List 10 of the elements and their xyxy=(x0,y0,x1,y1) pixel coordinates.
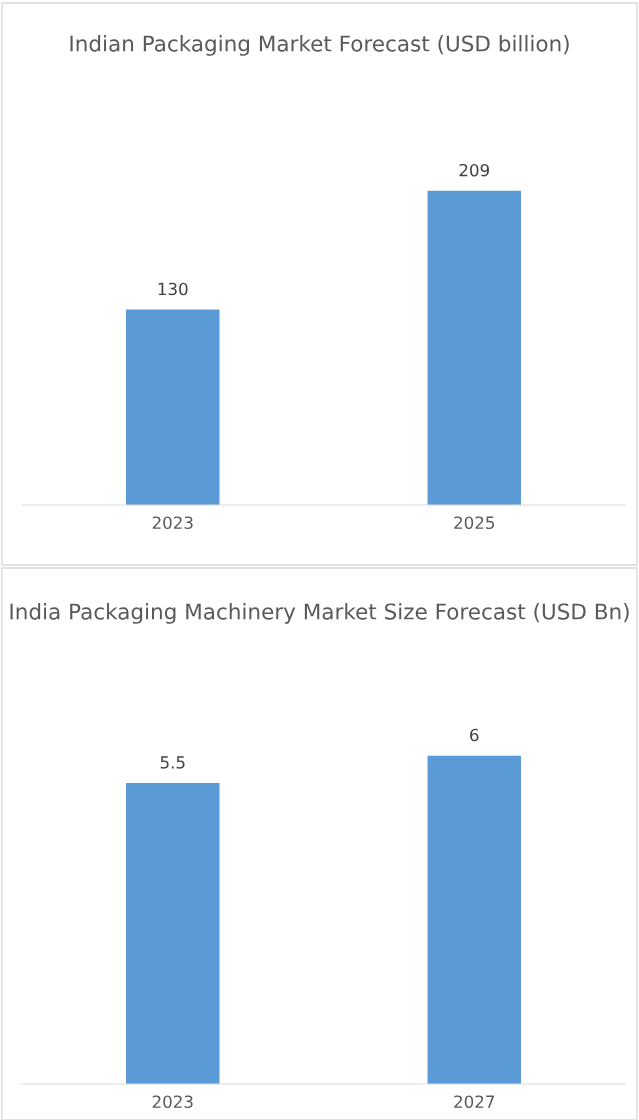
x-tick-label: 2023 xyxy=(152,516,193,530)
x-tick-label: 2025 xyxy=(454,516,494,530)
x-tick-label: 2023 xyxy=(152,1095,193,1109)
x-tick-label: 2027 xyxy=(454,1095,495,1109)
chart-title: Indian Packaging Market Forecast (USD billion) xyxy=(70,35,569,56)
data-label: 6 xyxy=(470,728,479,742)
chart-title: India Packaging Machinery Market Size Forecast (USD Bn) xyxy=(10,603,629,624)
data-label: 209 xyxy=(459,163,489,177)
data-label: 130 xyxy=(158,282,188,296)
data-label: 5.5 xyxy=(160,756,185,769)
